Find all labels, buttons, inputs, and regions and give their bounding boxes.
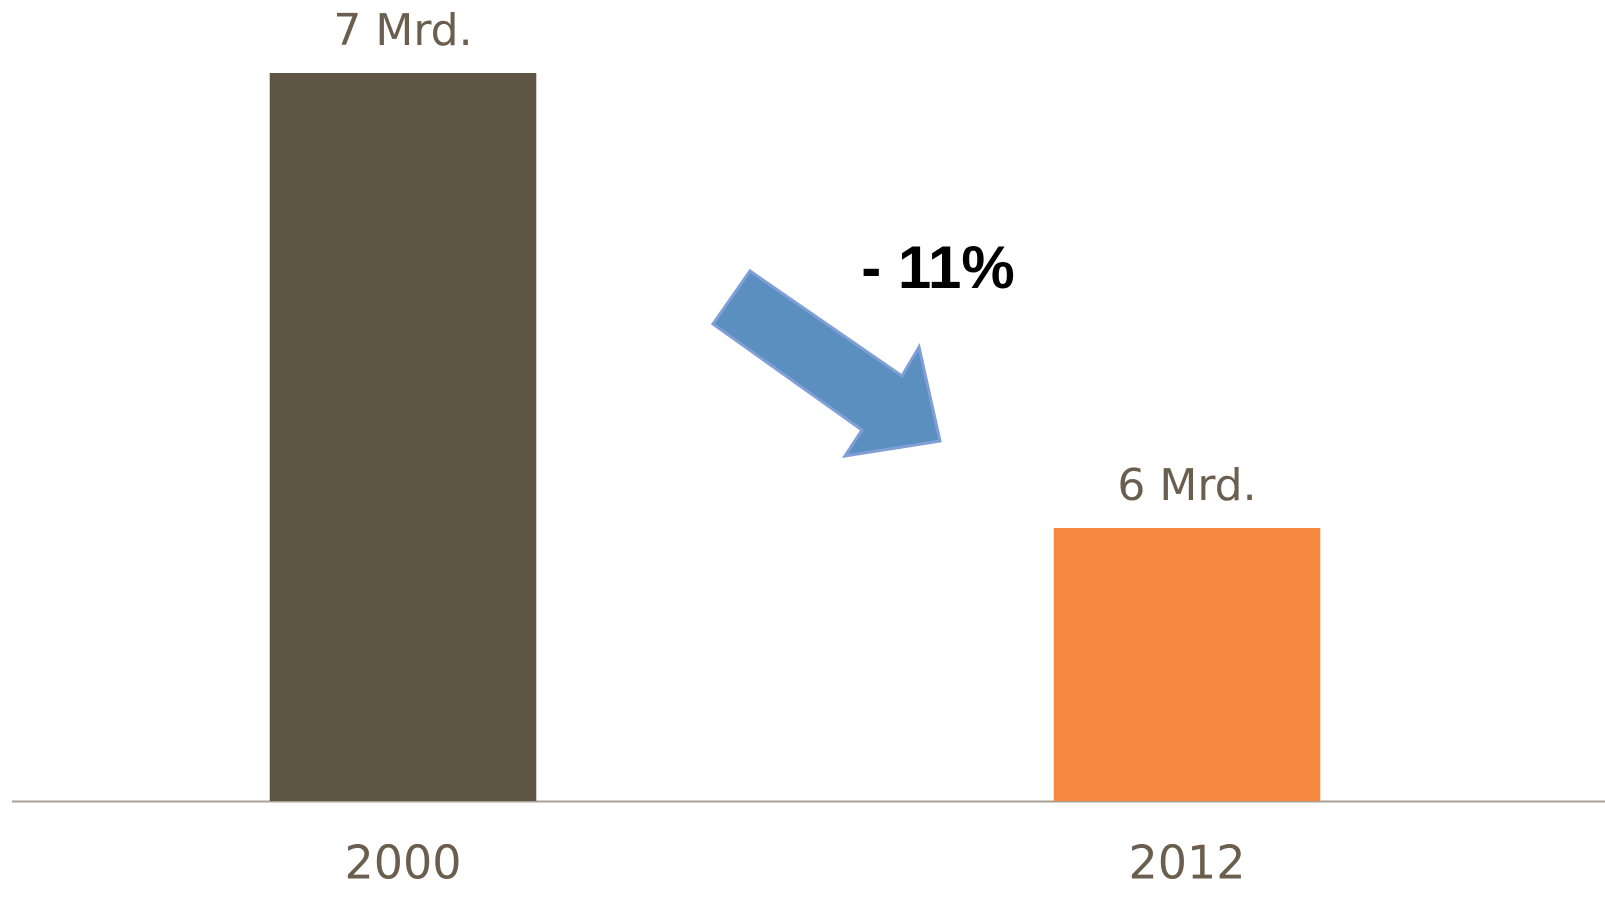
x-tick-label: 2000 bbox=[344, 836, 461, 890]
arrow bbox=[710, 268, 942, 459]
x-tick-label: 2012 bbox=[1128, 836, 1245, 890]
annotation: - 11% bbox=[861, 234, 1014, 301]
bar bbox=[1053, 528, 1321, 801]
value-label: 7 Mrd. bbox=[333, 5, 472, 56]
bar bbox=[269, 73, 537, 801]
value-label: 6 Mrd. bbox=[1117, 460, 1256, 511]
